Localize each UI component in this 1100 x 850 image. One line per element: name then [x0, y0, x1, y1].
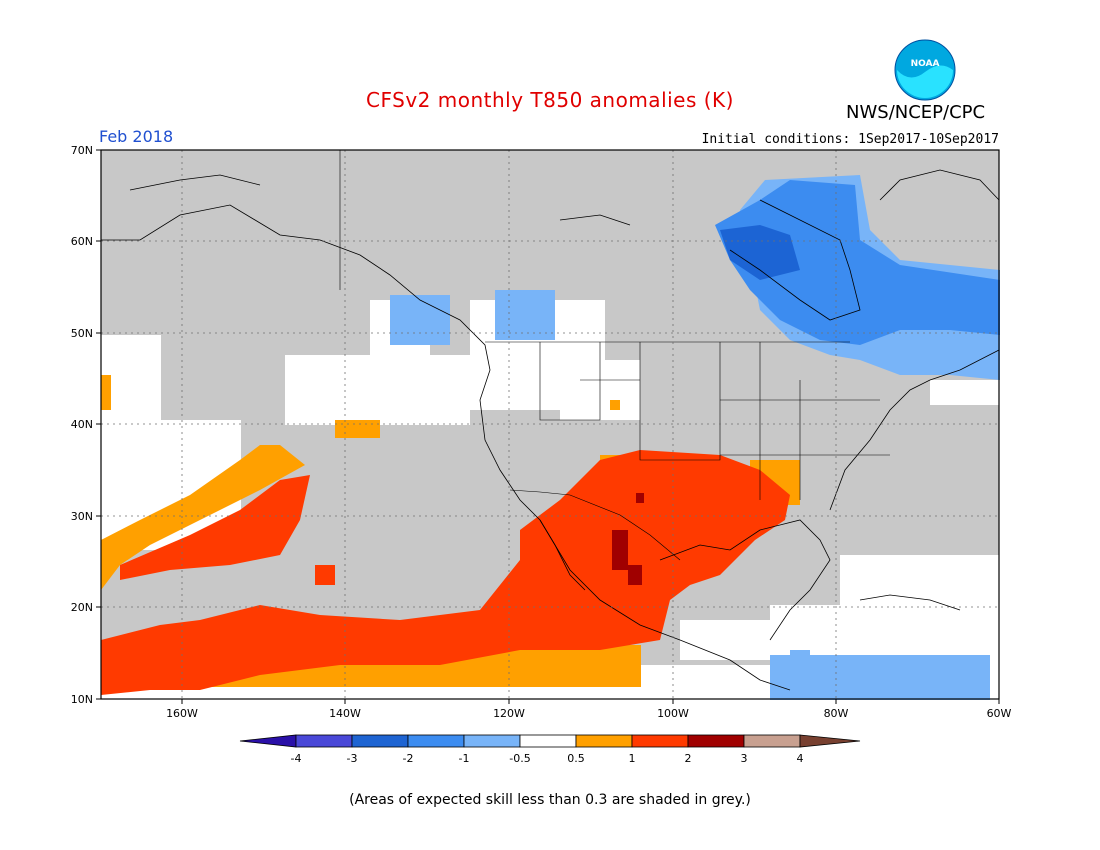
- colorbar-label: -0.5: [509, 752, 530, 765]
- skill-footnote: (Areas of expected skill less than 0.3 a…: [349, 792, 751, 808]
- lat-label: 40N: [71, 418, 93, 431]
- forecast-month: Feb 2018: [99, 127, 174, 146]
- lat-label: 60N: [71, 235, 93, 248]
- chart-title: CFSv2 monthly T850 anomalies (K): [366, 88, 734, 112]
- initial-conditions: Initial conditions: 1Sep2017-10Sep2017: [701, 132, 999, 147]
- lon-label: 140W: [329, 707, 361, 720]
- lat-label: 10N: [71, 693, 93, 706]
- colorbar-label: 1: [629, 752, 636, 765]
- lon-label: 80W: [824, 707, 849, 720]
- svg-text:NOAA: NOAA: [911, 59, 940, 69]
- org-label: NWS/NCEP/CPC: [846, 102, 986, 123]
- colorbar-label: -4: [291, 752, 302, 765]
- colorbar-label: 2: [685, 752, 692, 765]
- lon-label: 160W: [166, 707, 198, 720]
- lon-label: 120W: [493, 707, 525, 720]
- colorbar-label: 3: [741, 752, 748, 765]
- colorbar-label: 4: [797, 752, 804, 765]
- lon-label: 60W: [987, 707, 1012, 720]
- map-area: 70N 60N 50N 40N 30N 20N 10N 160W 140W 12…: [71, 144, 1012, 720]
- lon-label: 100W: [657, 707, 689, 720]
- colorbar: [239, 734, 861, 748]
- colorbar-label: -3: [347, 752, 358, 765]
- colorbar-label: 0.5: [567, 752, 585, 765]
- noaa-logo: NOAA: [894, 39, 956, 101]
- colorbar-label: -1: [459, 752, 470, 765]
- lat-label: 30N: [71, 510, 93, 523]
- lat-label: 20N: [71, 601, 93, 614]
- lat-label: 50N: [71, 327, 93, 340]
- lat-label: 70N: [71, 144, 93, 157]
- colorbar-labels: -4 -3 -2 -1 -0.5 0.5 1 2 3 4: [291, 752, 804, 765]
- colorbar-label: -2: [403, 752, 414, 765]
